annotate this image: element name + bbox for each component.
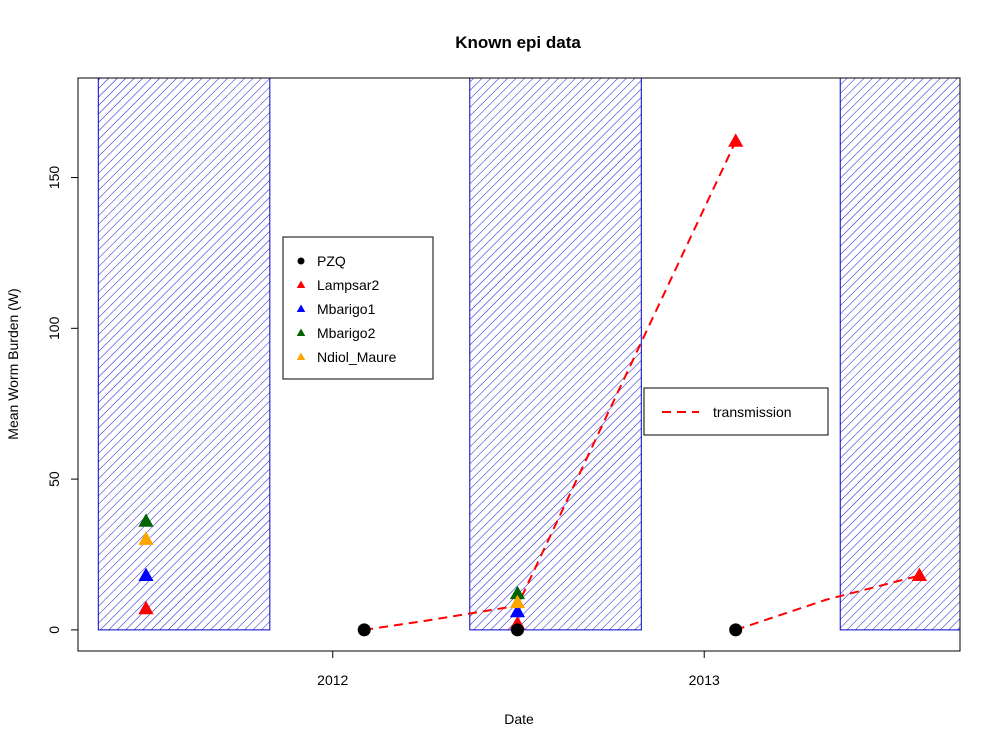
lampsar2-point-4 [911, 567, 928, 582]
y-axis: 0 50 100 150 [46, 166, 79, 634]
legend-label-2: Lampsar2 [317, 277, 379, 293]
x-axis-label: Date [504, 711, 534, 727]
y-axis-label: Mean Worm Burden (W) [5, 288, 21, 439]
y-tick-label-2: 50 [46, 471, 62, 487]
legend-symbol-4 [296, 328, 306, 337]
y-tick-label-1: 0 [46, 626, 62, 634]
legend-symbol-2 [296, 280, 306, 289]
data-markers [138, 133, 928, 637]
chart-title: Known epi data [455, 33, 581, 52]
pzq-point-1 [357, 623, 371, 637]
legend-lines: transmission [643, 387, 829, 436]
legend-symbol-5 [296, 352, 306, 361]
legend-label-5: Ndiol_Maure [317, 349, 397, 365]
pzq-point-3 [729, 623, 743, 637]
lampsar2-point-3 [728, 133, 744, 147]
legend-points: PZQ Lampsar2 Mbarigo1 Mbarigo2 Ndiol_Maure [282, 236, 434, 380]
legend-lines-box [643, 387, 829, 436]
mbarigo2-point-2 [509, 585, 526, 600]
transmission-line-2 [735, 574, 920, 631]
x-tick-label-2: 2013 [689, 672, 720, 688]
pzq-point-2 [510, 623, 524, 637]
y-tick-label-4: 150 [46, 166, 62, 190]
legend-symbol-3 [296, 304, 306, 313]
ndiol_maure-point-1 [138, 531, 154, 545]
shaded-period-2 [469, 78, 642, 631]
transmission-lines [364, 140, 920, 631]
shaded-periods [97, 78, 960, 631]
y-tick-label-3: 100 [46, 316, 62, 340]
mbarigo1-point-1 [138, 567, 154, 582]
legend-symbol-1 [297, 257, 305, 265]
transmission-line-1 [364, 140, 737, 631]
shaded-period-3 [839, 78, 960, 631]
legend-line-label-1: transmission [713, 404, 792, 420]
legend-points-box [282, 236, 434, 380]
ndiol_maure-point-2 [509, 594, 526, 609]
legend-label-1: PZQ [317, 253, 346, 269]
lampsar2-point-1 [138, 600, 154, 615]
shaded-period-1 [97, 78, 271, 631]
legend-label-3: Mbarigo1 [317, 301, 376, 317]
x-axis: 2012 2013 [317, 650, 720, 688]
legend-label-4: Mbarigo2 [317, 325, 376, 341]
x-tick-label-1: 2012 [317, 672, 348, 688]
mbarigo1-point-2 [509, 603, 526, 618]
mbarigo2-point-1 [138, 513, 154, 527]
